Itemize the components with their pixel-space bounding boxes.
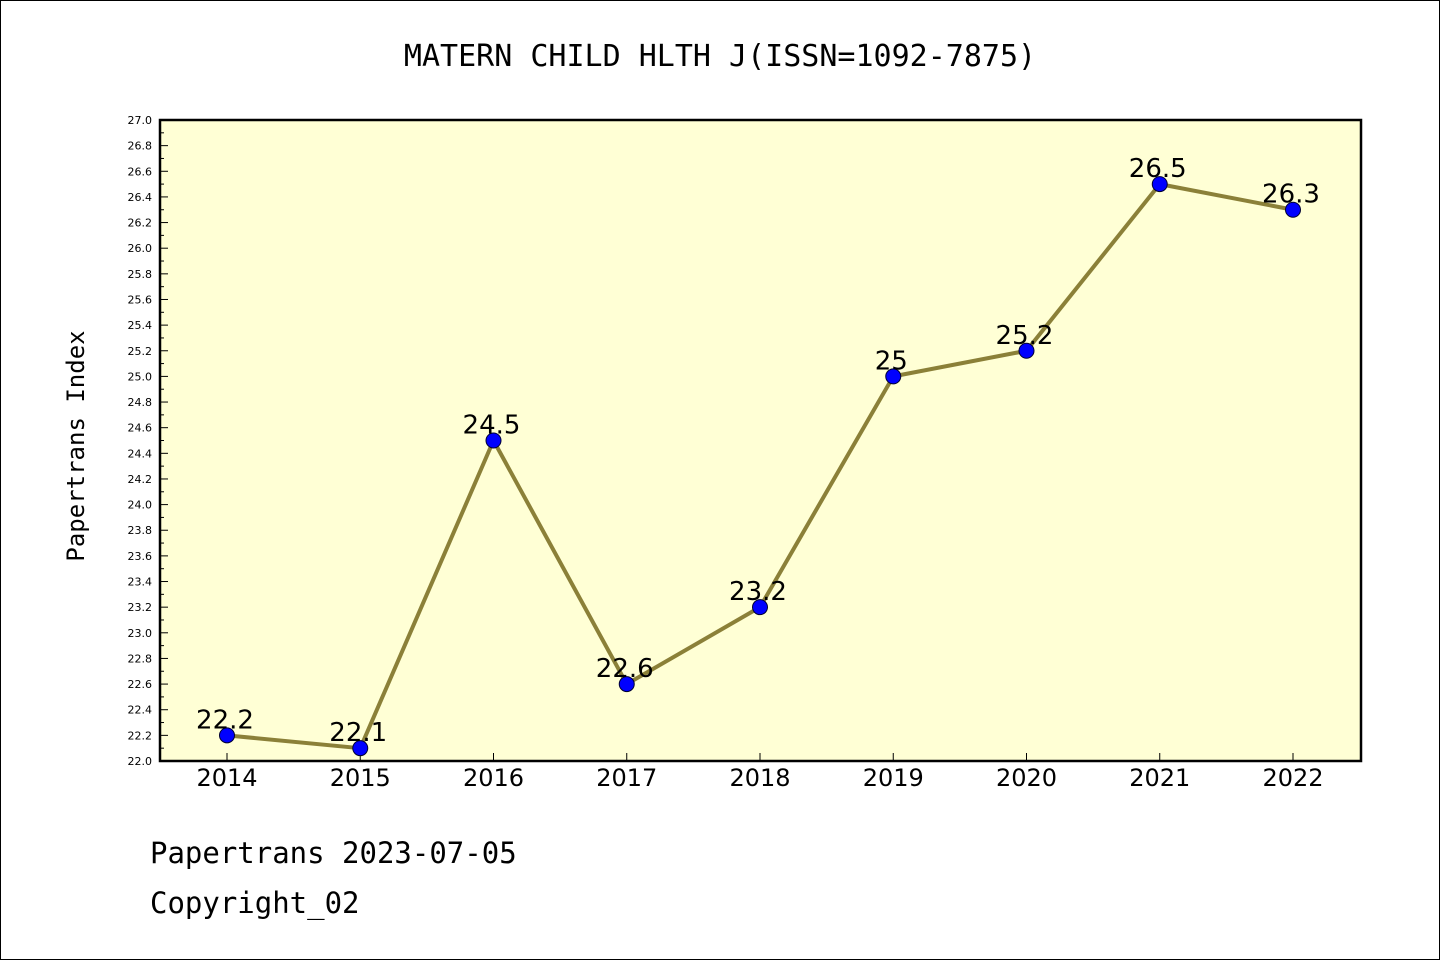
- y-tick-label: 26.6: [128, 165, 153, 178]
- y-tick-label: 25.6: [128, 293, 153, 306]
- y-tick-label: 22.8: [128, 652, 153, 665]
- data-point: [618, 676, 635, 693]
- data-point: [752, 599, 768, 616]
- data-point: [219, 727, 235, 744]
- y-axis-label: Papertrans Index: [62, 330, 90, 561]
- data-label: 24.5: [463, 411, 521, 441]
- data-label: 26.5: [1129, 154, 1187, 184]
- x-tick-label: 2022: [1262, 764, 1323, 792]
- data-label: 25: [875, 346, 908, 376]
- data-label: 23.2: [729, 577, 787, 607]
- y-tick-label: 26.0: [128, 242, 153, 255]
- data-label: 22.2: [196, 705, 254, 735]
- x-axis-ticks: 2014 2015 2016 2017 2018 2019 2020 2021 2022: [196, 753, 1324, 792]
- x-tick-label: 2014: [196, 764, 257, 792]
- y-tick-label: 26.2: [128, 217, 153, 230]
- y-tick-label: 26.8: [128, 140, 153, 153]
- x-tick-label: 2017: [596, 764, 657, 792]
- series-line-group: [219, 176, 1301, 757]
- plot-area: [158, 118, 1363, 763]
- x-tick-label: 2016: [463, 764, 524, 792]
- footer-date: Papertrans 2023-07-05: [150, 836, 517, 870]
- y-tick-label: 23.4: [128, 576, 153, 589]
- y-tick-label: 24.4: [128, 447, 153, 460]
- y-tick-label: 22.0: [128, 755, 153, 768]
- data-label: 25.2: [996, 321, 1054, 351]
- y-tick-label: 22.6: [128, 678, 153, 691]
- y-tick-label: 25.8: [128, 268, 153, 281]
- y-axis-ticks: 22.0 22.2 22.4 22.6 22.8 23.0 23.2 23.4 23.6 23.8…: [128, 114, 168, 768]
- y-tick-label: 23.2: [128, 601, 153, 614]
- y-tick-label: 23.8: [128, 524, 153, 537]
- data-labels: 22.2 22.1 24.5 22.6 23.2 25 25.2 26.5 26.3: [196, 154, 1320, 748]
- y-tick-label: 24.2: [128, 473, 153, 486]
- y-tick-label: 27.0: [128, 114, 153, 127]
- chart-title: MATERN CHILD HLTH J(ISSN=1092-7875): [404, 39, 1036, 74]
- y-tick-label: 24.8: [128, 396, 153, 409]
- y-tick-label: 24.0: [128, 499, 153, 512]
- data-point: [352, 740, 369, 757]
- data-label: 22.1: [329, 718, 387, 748]
- x-tick-label: 2019: [863, 764, 924, 792]
- x-tick-label: 2015: [330, 764, 391, 792]
- data-label: 26.3: [1262, 180, 1320, 210]
- footer-copyright: Copyright_02: [150, 886, 360, 920]
- y-tick-label: 25.4: [128, 319, 153, 332]
- y-tick-label: 24.6: [128, 422, 153, 435]
- y-tick-label: 25.0: [128, 370, 153, 383]
- data-point: [1018, 342, 1035, 359]
- data-label: 22.6: [596, 654, 654, 684]
- y-tick-label: 23.0: [128, 627, 153, 640]
- y-tick-label: 22.4: [128, 704, 153, 717]
- y-tick-label: 23.6: [128, 550, 153, 563]
- data-point: [485, 432, 502, 449]
- x-tick-label: 2018: [729, 764, 790, 792]
- y-tick-label: 22.2: [128, 729, 153, 742]
- data-point: [1285, 201, 1301, 218]
- data-point: [1151, 176, 1168, 193]
- data-point: [885, 368, 902, 385]
- x-tick-label: 2020: [996, 764, 1057, 792]
- y-tick-label: 25.2: [128, 345, 153, 358]
- x-tick-label: 2021: [1129, 764, 1190, 792]
- y-tick-label: 26.4: [128, 191, 153, 204]
